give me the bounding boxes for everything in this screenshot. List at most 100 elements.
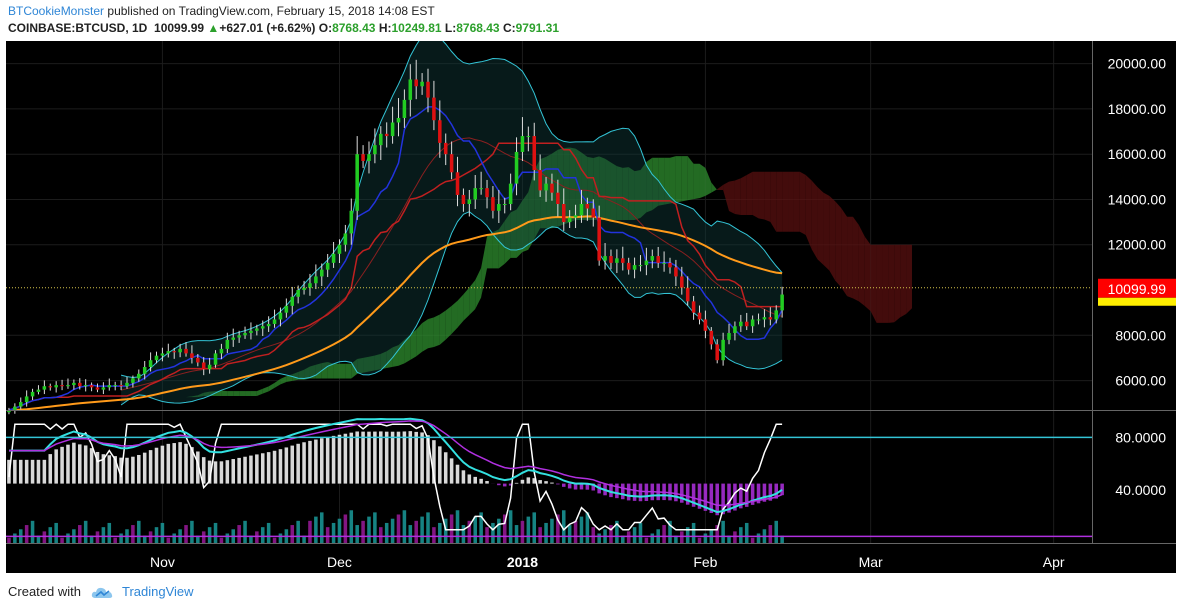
candle-body bbox=[54, 385, 58, 388]
macd-histogram-bar bbox=[196, 451, 200, 484]
volume-bar bbox=[567, 525, 572, 543]
macd-histogram-bar bbox=[538, 480, 542, 484]
volume-bar bbox=[131, 525, 135, 543]
cloud-segment bbox=[274, 378, 281, 388]
cloud-segment bbox=[363, 356, 369, 373]
macd-histogram-bar bbox=[390, 431, 395, 484]
cloud-segment bbox=[304, 366, 310, 380]
volume-bar bbox=[479, 512, 483, 543]
y-tick-label: 12000.00 bbox=[1108, 237, 1167, 253]
macd-histogram-bar bbox=[249, 455, 253, 484]
candle-body bbox=[432, 97, 436, 121]
macd-histogram-bar bbox=[479, 478, 483, 484]
tradingview-link[interactable]: TradingView bbox=[122, 584, 194, 599]
cloud-segment bbox=[687, 156, 694, 201]
cloud-segment bbox=[823, 192, 830, 271]
macd-histogram-bar bbox=[260, 453, 265, 484]
candle-body bbox=[24, 396, 29, 403]
candle-body bbox=[502, 203, 507, 205]
candle-body bbox=[638, 265, 643, 267]
cloud-segment bbox=[634, 169, 641, 221]
macd-histogram-bar bbox=[733, 483, 737, 511]
high-value: 10249.81 bbox=[391, 21, 442, 35]
cloud-segment bbox=[321, 362, 328, 379]
candle-body bbox=[739, 321, 743, 327]
candle-body bbox=[561, 203, 566, 223]
macd-histogram-bar bbox=[178, 442, 182, 484]
volume-bar bbox=[491, 522, 495, 543]
volume-bar bbox=[314, 516, 318, 543]
candle-body bbox=[131, 378, 135, 383]
macd-histogram-bar bbox=[449, 458, 454, 484]
cloud-segment bbox=[256, 388, 263, 397]
candle-body bbox=[290, 296, 295, 306]
candle-body bbox=[13, 406, 17, 410]
macd-histogram-bar bbox=[544, 481, 548, 484]
cloud-segment bbox=[345, 363, 352, 379]
cloud-segment bbox=[357, 357, 364, 374]
macd-histogram-bar bbox=[172, 443, 176, 484]
candle-body bbox=[508, 183, 513, 204]
cloud-segment bbox=[734, 178, 741, 216]
y-tick-label: 20000.00 bbox=[1108, 56, 1167, 72]
cloud-segment bbox=[841, 207, 848, 297]
cloud-segment bbox=[233, 391, 240, 397]
cloud-segment bbox=[404, 334, 411, 364]
volume-bar bbox=[750, 537, 755, 543]
macd-histogram-bar bbox=[632, 483, 637, 501]
cloud-segment bbox=[433, 314, 440, 348]
macd-histogram-bar bbox=[314, 439, 318, 484]
cloud-segment bbox=[906, 244, 912, 314]
macd-histogram-bar bbox=[367, 431, 371, 484]
cloud-segment bbox=[835, 201, 842, 288]
macd-histogram-bar bbox=[137, 454, 141, 484]
volume-bar bbox=[219, 537, 224, 543]
volume-bar bbox=[95, 531, 100, 543]
macd-histogram-bar bbox=[567, 483, 572, 489]
cloud-segment bbox=[451, 300, 458, 334]
candle-body bbox=[184, 348, 188, 354]
candle-body bbox=[343, 233, 348, 245]
macd-histogram-bar bbox=[154, 447, 159, 484]
macd-histogram-bar bbox=[561, 483, 566, 487]
cloud-segment bbox=[292, 372, 299, 381]
macd-histogram-bar bbox=[408, 431, 413, 484]
cloud-segment bbox=[664, 157, 670, 205]
cloud-segment bbox=[658, 157, 665, 206]
volume-bar bbox=[142, 535, 147, 543]
candle-body bbox=[426, 81, 430, 98]
candle-body bbox=[497, 203, 501, 211]
cloud-segment bbox=[717, 184, 724, 191]
chart-area[interactable]: 20000.00 18000.00 16000.00 14000.00 12000.00… bbox=[6, 31, 1176, 573]
volume-bar bbox=[190, 520, 194, 543]
macd-histogram-bar bbox=[284, 447, 289, 484]
cloud-segment bbox=[268, 382, 275, 392]
cloud-segment bbox=[699, 163, 706, 199]
macd-histogram-bar bbox=[414, 431, 418, 484]
macd-histogram-bar bbox=[308, 440, 312, 484]
macd-histogram-bar bbox=[319, 438, 324, 484]
volume-bar bbox=[225, 533, 230, 543]
candle-body bbox=[255, 328, 259, 331]
x-tick-label: 2018 bbox=[507, 554, 538, 570]
volume-bar bbox=[373, 512, 377, 543]
candle-body bbox=[479, 188, 483, 190]
candle-body bbox=[219, 348, 224, 354]
volume-bar bbox=[319, 512, 324, 543]
volume-bar bbox=[113, 537, 117, 543]
cloud-segment bbox=[788, 171, 794, 232]
cloud-segment bbox=[829, 195, 836, 281]
candle-body bbox=[390, 122, 395, 137]
macd-histogram-bar bbox=[142, 452, 147, 484]
volume-bar bbox=[390, 518, 395, 543]
author-link[interactable]: BTCookieMonster bbox=[8, 4, 105, 18]
low-value: 8768.43 bbox=[456, 21, 500, 35]
cloud-segment bbox=[380, 351, 387, 370]
candle-body bbox=[762, 317, 767, 320]
macd-histogram-bar bbox=[24, 459, 29, 484]
candle-body bbox=[367, 154, 371, 161]
macd-histogram-bar bbox=[744, 483, 749, 507]
candle-body bbox=[308, 283, 312, 288]
macd-histogram-bar bbox=[107, 455, 112, 484]
cloud-segment bbox=[439, 310, 446, 345]
